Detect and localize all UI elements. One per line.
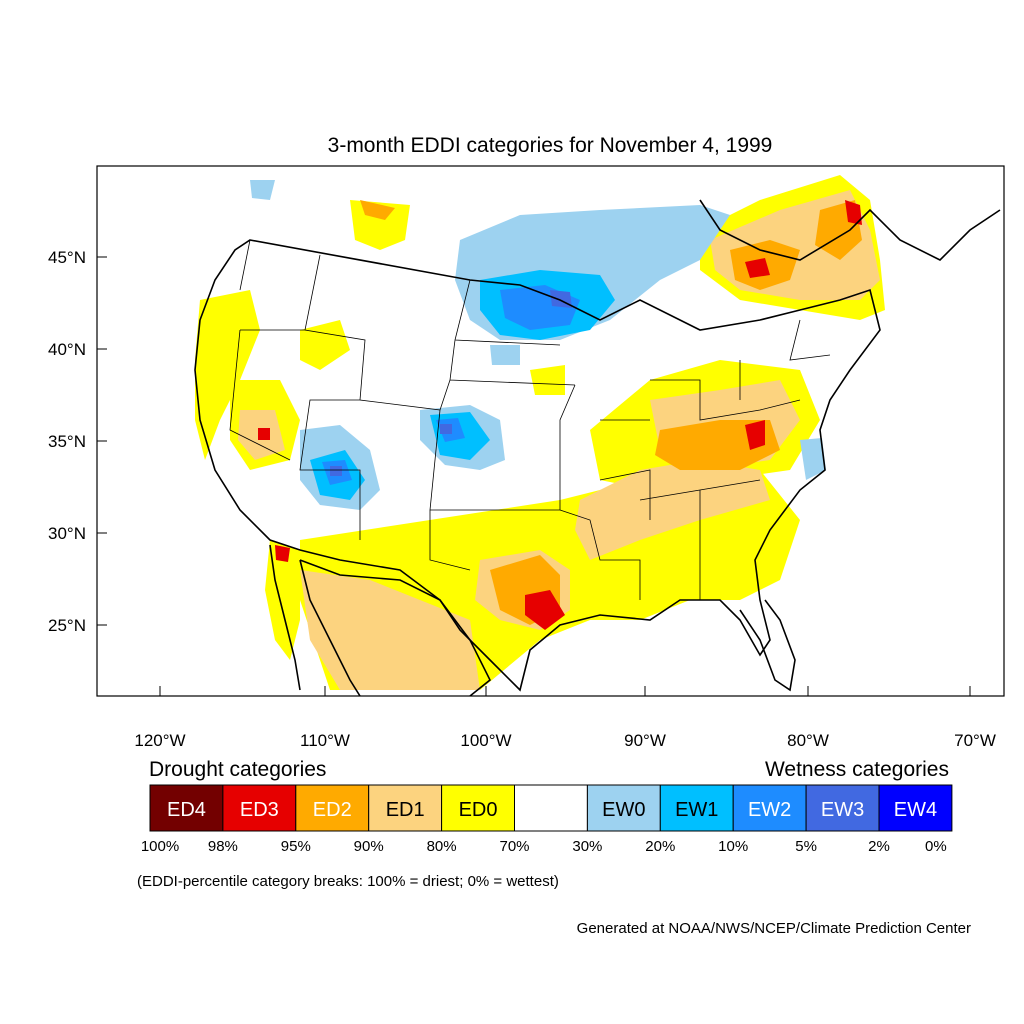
legend-category-label: ED0 [459, 799, 498, 821]
legend-swatch [586, 784, 661, 832]
legend-category-label: ED4 [167, 799, 206, 821]
boundaries [194, 199, 1001, 696]
legend-category-label: EW1 [675, 799, 718, 821]
wetness-legend-title: Wetness categories [765, 758, 949, 781]
legend-category-label: ED2 [313, 799, 352, 821]
legend-swatch [295, 784, 370, 832]
baja-outline [269, 544, 301, 691]
drought-legend-title: Drought categories [149, 758, 326, 781]
legend-break-label: 20% [645, 838, 675, 855]
lat-label: 25°N [48, 616, 86, 635]
legend-category-label: ED1 [386, 799, 425, 821]
legend-swatch [514, 784, 588, 832]
legend-note: (EDDI-percentile category breaks: 100% =… [137, 873, 559, 890]
legend-break-label: 90% [354, 838, 384, 855]
mexico-outline [299, 559, 492, 696]
legend-break-label: 5% [795, 838, 817, 855]
legend-break-label: 80% [427, 838, 457, 855]
map-title: 3-month EDDI categories for November 4, … [328, 134, 773, 157]
graticule-ticks [97, 256, 971, 696]
legend-swatch [878, 784, 953, 832]
legend-break-label: 0% [925, 838, 947, 855]
legend-swatch [732, 784, 807, 832]
legend-color-bar: ED4 ED3 ED2 ED1 ED0 EW0 EW1 EW2 EW3 EW4 [149, 784, 953, 832]
lon-label: 80°W [787, 731, 829, 750]
legend-break-label: 2% [868, 838, 890, 855]
legend-category-label: EW3 [821, 799, 864, 821]
legend-swatch [441, 784, 516, 832]
drought-shading [195, 175, 885, 690]
legend-break-label: 10% [718, 838, 748, 855]
florida-outline [739, 599, 796, 692]
legend-swatch [805, 784, 880, 832]
lon-label: 120°W [134, 731, 185, 750]
lat-label: 30°N [48, 524, 86, 543]
legend-break-label: 98% [208, 838, 238, 855]
lon-label: 90°W [624, 731, 666, 750]
map-panel [97, 166, 1004, 696]
longitude-labels: 120°W 110°W 100°W 90°W 80°W 70°W [134, 731, 995, 750]
credit-line: Generated at NOAA/NWS/NCEP/Climate Predi… [577, 920, 971, 937]
lat-label: 35°N [48, 432, 86, 451]
legend-break-label: 95% [281, 838, 311, 855]
lon-label: 100°W [460, 731, 511, 750]
legend-breaks: 100% 98% 95% 90% 80% 70% 30% 20% 10% 5% 2% 0% [141, 838, 947, 855]
legend-break-label: 70% [499, 838, 529, 855]
legend-break-label: 100% [141, 838, 179, 855]
state-lines [229, 239, 831, 600]
canada-coast [699, 199, 1001, 261]
wetness-shading [250, 180, 826, 510]
legend-break-label: 30% [572, 838, 602, 855]
lon-label: 70°W [954, 731, 996, 750]
latitude-labels: 45°N 40°N 35°N 30°N 25°N [48, 248, 86, 635]
lat-label: 40°N [48, 340, 86, 359]
map-frame [96, 165, 1005, 697]
lon-label: 110°W [300, 731, 350, 750]
legend-category-label: EW4 [894, 799, 937, 821]
legend-swatch [149, 784, 224, 832]
lat-label: 45°N [48, 248, 86, 267]
us-outline [194, 239, 881, 692]
legend-swatch [368, 784, 443, 832]
legend-swatch [659, 784, 734, 832]
legend-category-label: ED3 [240, 799, 279, 821]
legend-category-label: EW0 [602, 799, 645, 821]
legend-category-label: EW2 [748, 799, 791, 821]
legend: Drought categories Wetness categories ED… [137, 758, 953, 890]
